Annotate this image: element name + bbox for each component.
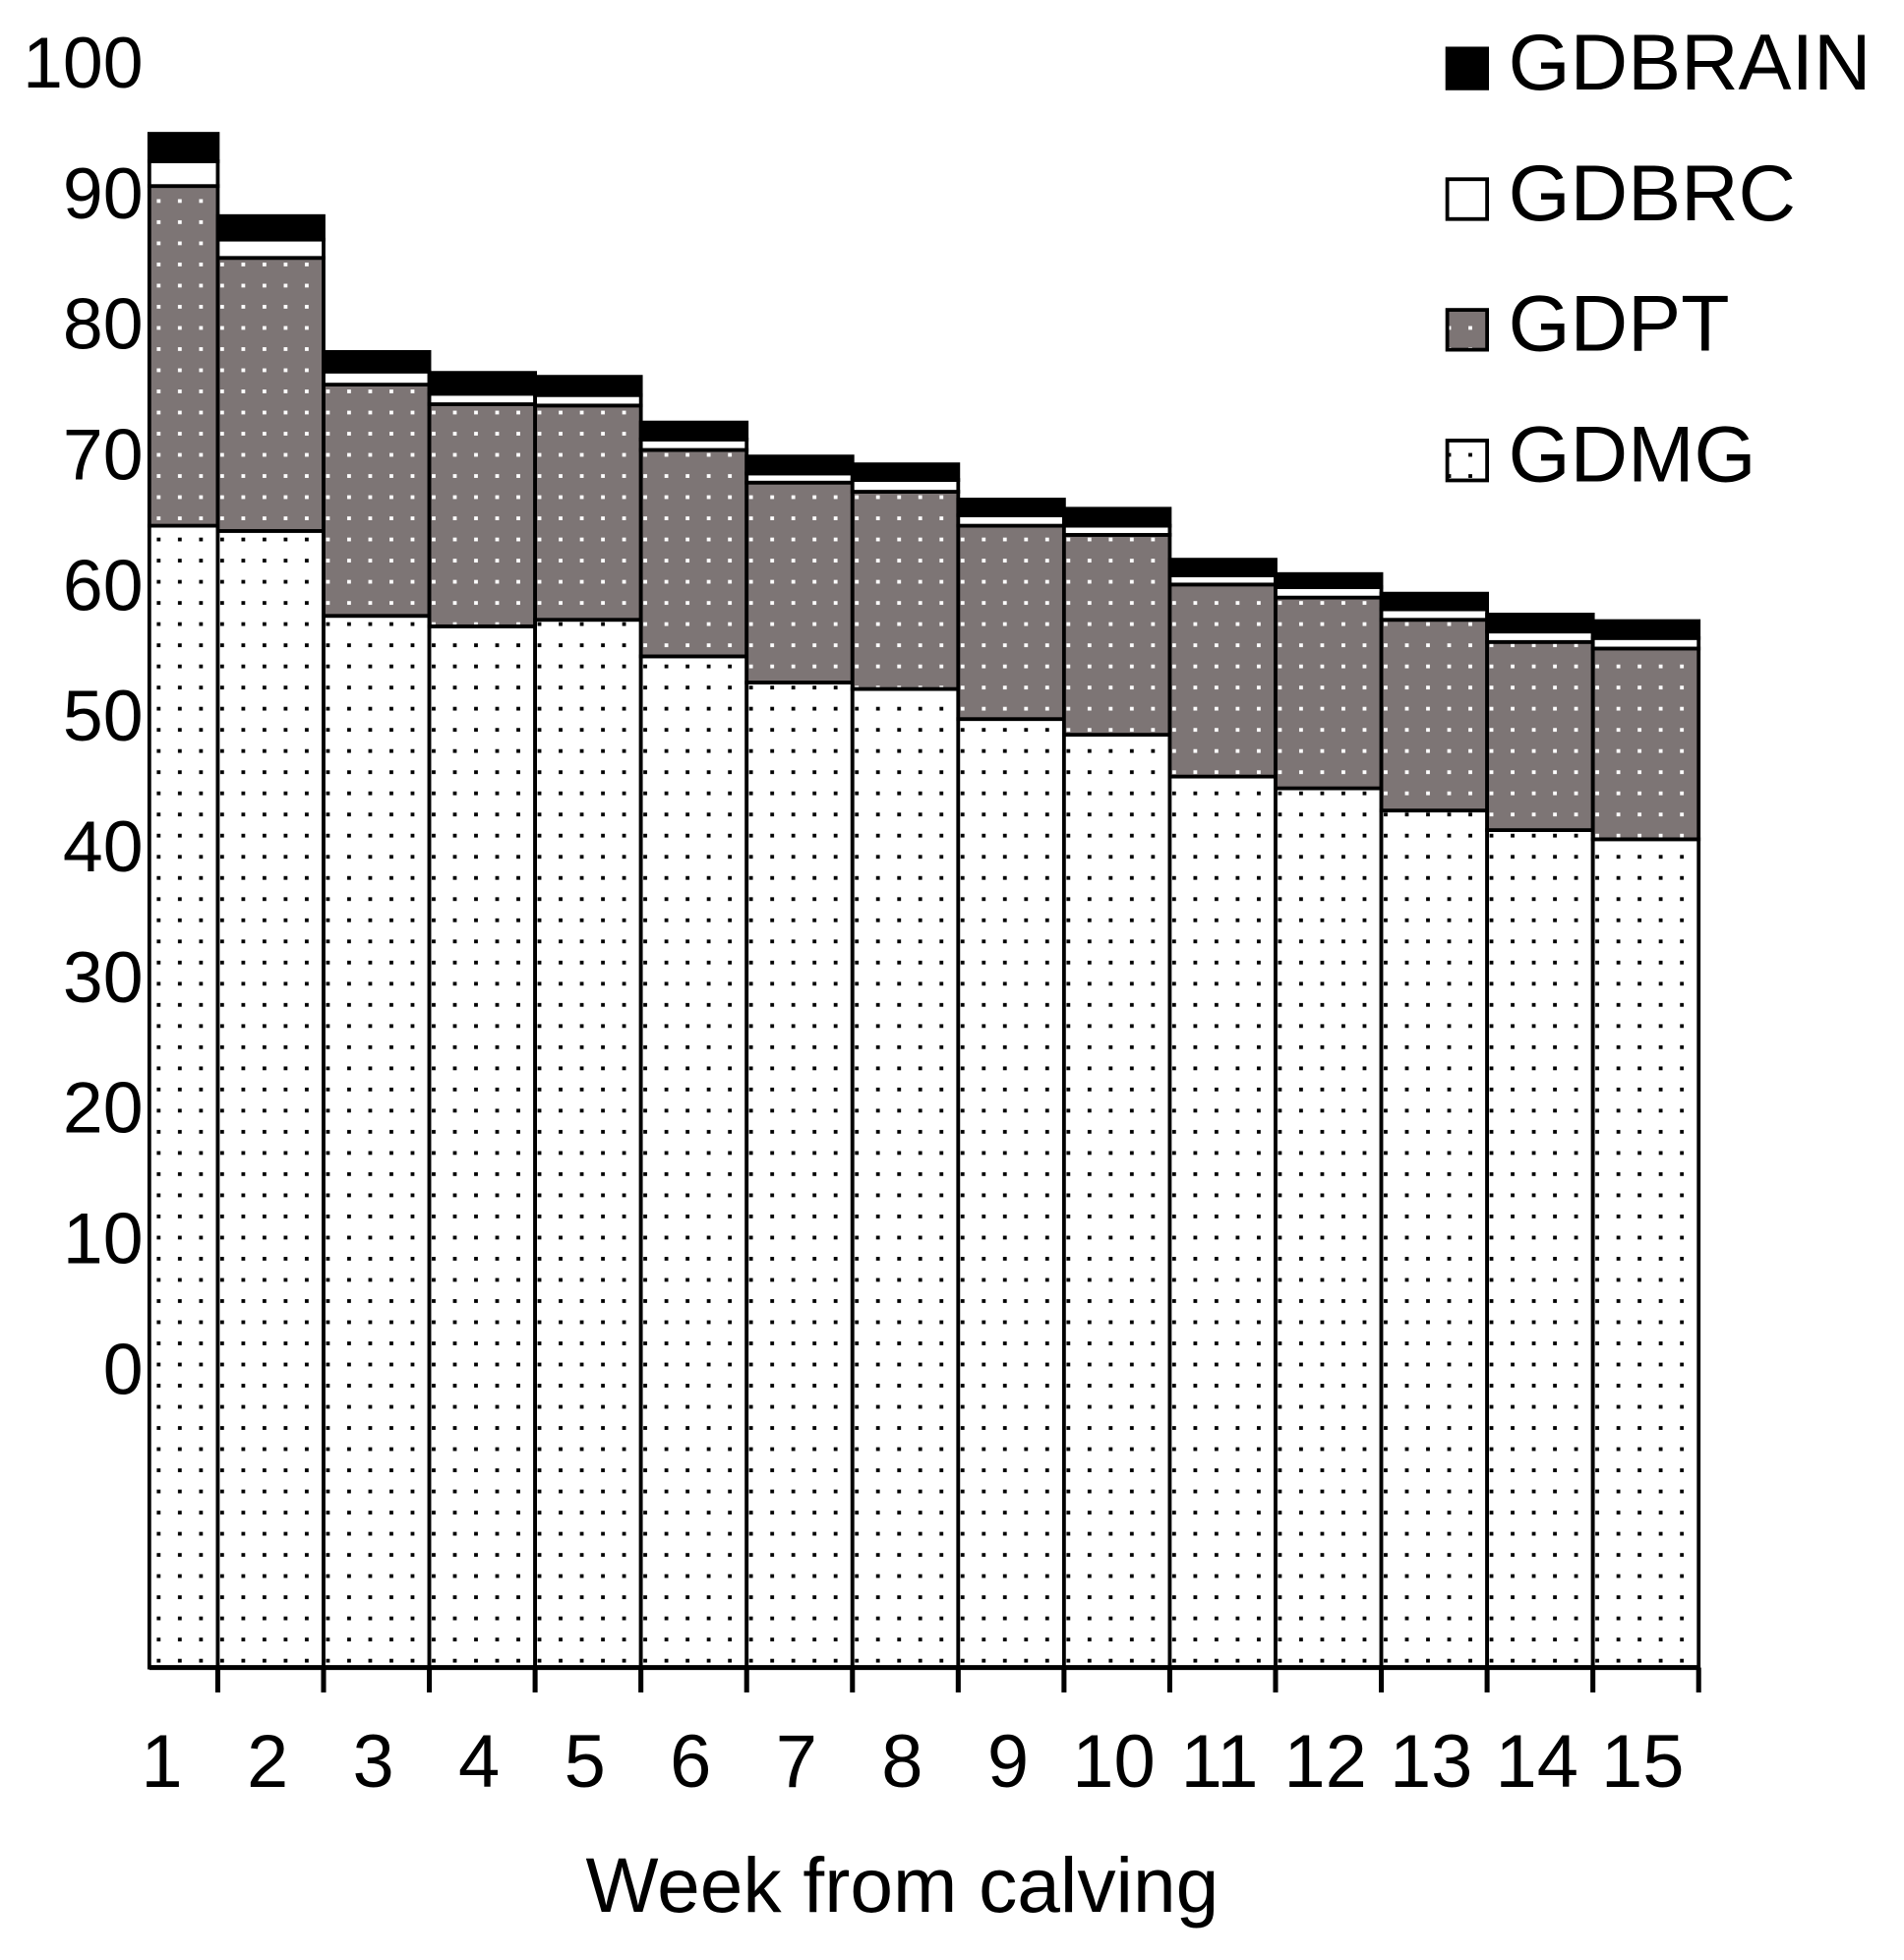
bar-segment [1485, 639, 1595, 832]
x-tick-label: 15 [1601, 1720, 1684, 1804]
y-tick-label: 100 [23, 23, 143, 103]
legend-swatch [1445, 177, 1490, 221]
y-tick-label: 0 [103, 1329, 144, 1409]
bar-segment [427, 371, 538, 396]
bar-segment [1274, 595, 1384, 791]
bar-segment [956, 498, 1066, 517]
x-tick-label: 10 [1072, 1720, 1155, 1804]
x-tick-label: 12 [1283, 1720, 1366, 1804]
bar-segment [215, 237, 326, 261]
x-tick-label: 4 [458, 1720, 500, 1804]
bar-segment [1167, 774, 1278, 1670]
y-tick-label: 50 [63, 676, 144, 756]
bar-segment [1167, 582, 1278, 779]
bar-segment [147, 159, 220, 189]
x-tick-label: 2 [247, 1720, 288, 1804]
x-tick-label: 3 [352, 1720, 393, 1804]
bar-segment [215, 528, 326, 1670]
y-tick-label: 60 [63, 545, 144, 625]
bar-segment [956, 523, 1066, 722]
y-tick-label: 90 [63, 153, 144, 234]
bar-segment [215, 213, 326, 242]
y-tick-label: 20 [63, 1068, 144, 1149]
legend-swatch [1445, 46, 1490, 90]
bar-segment [1061, 733, 1172, 1670]
bar-segment [322, 369, 432, 387]
bar-segment [638, 654, 749, 1670]
bar-segment [533, 618, 643, 1670]
bar-segment [744, 681, 855, 1670]
legend-label: GDMG [1509, 411, 1756, 500]
legend-label: GDPT [1509, 280, 1730, 369]
y-tick-label: 80 [63, 284, 144, 365]
bar-segment [638, 420, 749, 442]
bar-segment [147, 523, 220, 1670]
legend-label: GDBRC [1509, 149, 1796, 238]
bar-segment [956, 717, 1066, 1670]
bar-segment [1379, 618, 1490, 813]
bar-segment [850, 686, 961, 1670]
bar-segment [638, 447, 749, 659]
bar-segment [1379, 808, 1490, 1670]
bar-segment [1590, 619, 1701, 640]
x-tick-label: 7 [776, 1720, 817, 1804]
bar-segment [744, 454, 855, 476]
bar-segment [1379, 591, 1490, 612]
bar-segment [1485, 828, 1595, 1670]
y-tick-label: 30 [63, 937, 144, 1018]
bar-segment [1167, 558, 1278, 577]
bar-segment [147, 184, 220, 528]
x-tick-label: 1 [141, 1720, 182, 1804]
bar-segment [850, 490, 961, 691]
bar-segment [1061, 506, 1172, 528]
y-tick-label: 40 [63, 806, 144, 887]
bar-segment [215, 256, 326, 533]
y-tick-label: 70 [63, 415, 144, 496]
bar-segment [1485, 613, 1595, 634]
legend-swatch [1445, 308, 1490, 352]
bar-segment [850, 462, 961, 482]
bar-segment [147, 132, 220, 163]
x-tick-label: 9 [987, 1720, 1029, 1804]
x-tick-label: 13 [1390, 1720, 1472, 1804]
bar-segment [744, 480, 855, 684]
bar-segment [427, 624, 538, 1670]
y-tick-label: 10 [63, 1199, 144, 1279]
bar-segment [322, 614, 432, 1670]
x-tick-label: 11 [1181, 1720, 1259, 1804]
bar-segment [533, 375, 643, 397]
x-tick-label: 5 [565, 1720, 606, 1804]
x-tick-label: 6 [670, 1720, 711, 1804]
bar-segment [322, 383, 432, 619]
bar-segment [533, 403, 643, 623]
bar-segment [1061, 532, 1172, 738]
x-tick-label: 8 [881, 1720, 922, 1804]
bar-segment [322, 349, 432, 374]
bar-segment [1274, 571, 1384, 589]
bar-segment [427, 402, 538, 628]
bar-segment [1590, 837, 1701, 1670]
bar-segment [1274, 786, 1384, 1670]
x-axis-title: Week from calving [586, 1842, 1220, 1929]
legend-swatch [1445, 439, 1490, 483]
legend-label: GDBRAIN [1509, 19, 1872, 107]
bar-segment [1590, 646, 1701, 842]
x-tick-label: 14 [1496, 1720, 1578, 1804]
